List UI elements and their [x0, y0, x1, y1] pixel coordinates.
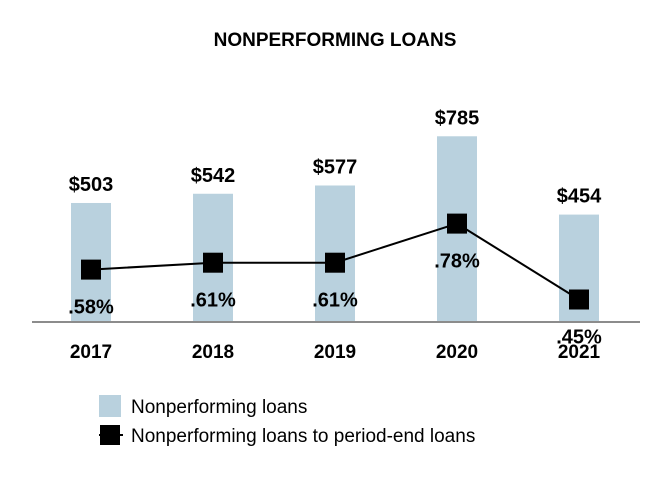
chart-title: NONPERFORMING LOANS	[214, 30, 457, 51]
x-tick-label-2019: 2019	[314, 342, 356, 363]
x-tick-label-2021: 2021	[558, 342, 601, 363]
ratio-value-label-2018: .61%	[190, 290, 236, 312]
x-tick-label-2018: 2018	[192, 342, 234, 363]
ratio-marker-2020	[447, 213, 467, 234]
ratio-marker-2021	[569, 289, 589, 310]
ratio-marker-2018	[203, 252, 223, 273]
bar-value-label-2017: $503	[69, 174, 114, 196]
bar-series: $503 $542 $577 $785 $454	[69, 107, 602, 322]
ratio-line-series: .58% .61% .61% .78% .45%	[68, 213, 602, 349]
ratio-value-label-2019: .61%	[312, 290, 358, 312]
bar-value-label-2020: $785	[435, 107, 480, 129]
ratio-marker-2019	[325, 252, 345, 273]
legend-swatch-line	[100, 425, 120, 445]
ratio-marker-2017	[81, 259, 101, 280]
bar-value-label-2019: $577	[313, 156, 358, 178]
ratio-value-label-2021: .45%	[556, 327, 602, 349]
x-tick-label-2020: 2020	[436, 342, 478, 363]
x-tick-label-2017: 2017	[70, 342, 112, 363]
legend-label-bar: Nonperforming loans	[131, 397, 307, 418]
legend: Nonperforming loans Nonperforming loans …	[99, 395, 475, 447]
legend-label-line: Nonperforming loans to period-end loans	[131, 426, 475, 447]
x-axis-tick-labels: 2017 2018 2019 2020 2021	[70, 342, 601, 363]
ratio-value-label-2020: .78%	[434, 251, 480, 273]
ratio-value-label-2017: .58%	[68, 297, 114, 319]
bar-value-label-2018: $542	[191, 165, 236, 187]
legend-swatch-bar	[99, 395, 121, 417]
bar-value-label-2021: $454	[557, 186, 602, 208]
